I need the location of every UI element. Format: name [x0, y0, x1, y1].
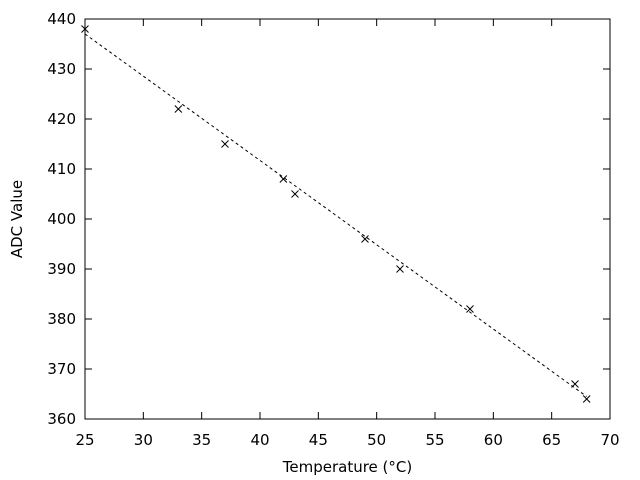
data-point — [174, 105, 183, 113]
data-point — [221, 140, 229, 148]
data-point-stroke — [466, 305, 474, 313]
data-point-stroke — [174, 105, 183, 113]
data-point-stroke — [221, 140, 229, 148]
x-tick-label: 30 — [134, 431, 153, 449]
y-tick-label: 390 — [47, 260, 76, 278]
y-tick-label: 370 — [47, 360, 76, 378]
x-tick-label: 25 — [75, 431, 94, 449]
y-tick-label: 380 — [47, 310, 76, 328]
y-axis-ticks: 360 370 380 390 400 410 420 430 440 — [47, 10, 610, 428]
y-axis-label: ADC Value — [8, 180, 26, 258]
data-point — [571, 380, 579, 388]
x-axis-ticks: 25 30 35 40 45 50 55 60 65 70 — [75, 19, 620, 449]
data-point-stroke — [279, 175, 288, 183]
x-tick-label: 55 — [425, 431, 444, 449]
data-point-stroke — [396, 265, 404, 273]
fit-line — [84, 33, 587, 397]
y-tick-label: 440 — [47, 10, 76, 28]
data-point — [466, 305, 474, 313]
x-tick-label: 70 — [600, 431, 619, 449]
x-axis-label: Temperature (°C) — [282, 458, 412, 476]
y-tick-label: 420 — [47, 110, 76, 128]
y-tick-label: 410 — [47, 160, 76, 178]
data-point-stroke — [582, 395, 591, 403]
x-tick-label: 65 — [542, 431, 561, 449]
x-tick-label: 40 — [250, 431, 269, 449]
y-tick-label: 360 — [47, 410, 76, 428]
data-point-stroke — [571, 380, 579, 388]
data-points-layer — [81, 25, 591, 403]
fit-line-layer — [84, 33, 587, 397]
y-tick-label: 430 — [47, 60, 76, 78]
x-tick-label: 60 — [484, 431, 503, 449]
data-point-stroke — [361, 235, 369, 243]
x-tick-label: 35 — [192, 431, 211, 449]
data-point — [279, 175, 288, 183]
data-point — [396, 265, 404, 273]
data-point — [361, 235, 369, 243]
data-point — [291, 190, 299, 198]
x-tick-label: 45 — [309, 431, 328, 449]
x-tick-label: 50 — [367, 431, 386, 449]
y-tick-label: 400 — [47, 210, 76, 228]
data-point — [582, 395, 591, 403]
data-point-stroke — [291, 190, 299, 198]
